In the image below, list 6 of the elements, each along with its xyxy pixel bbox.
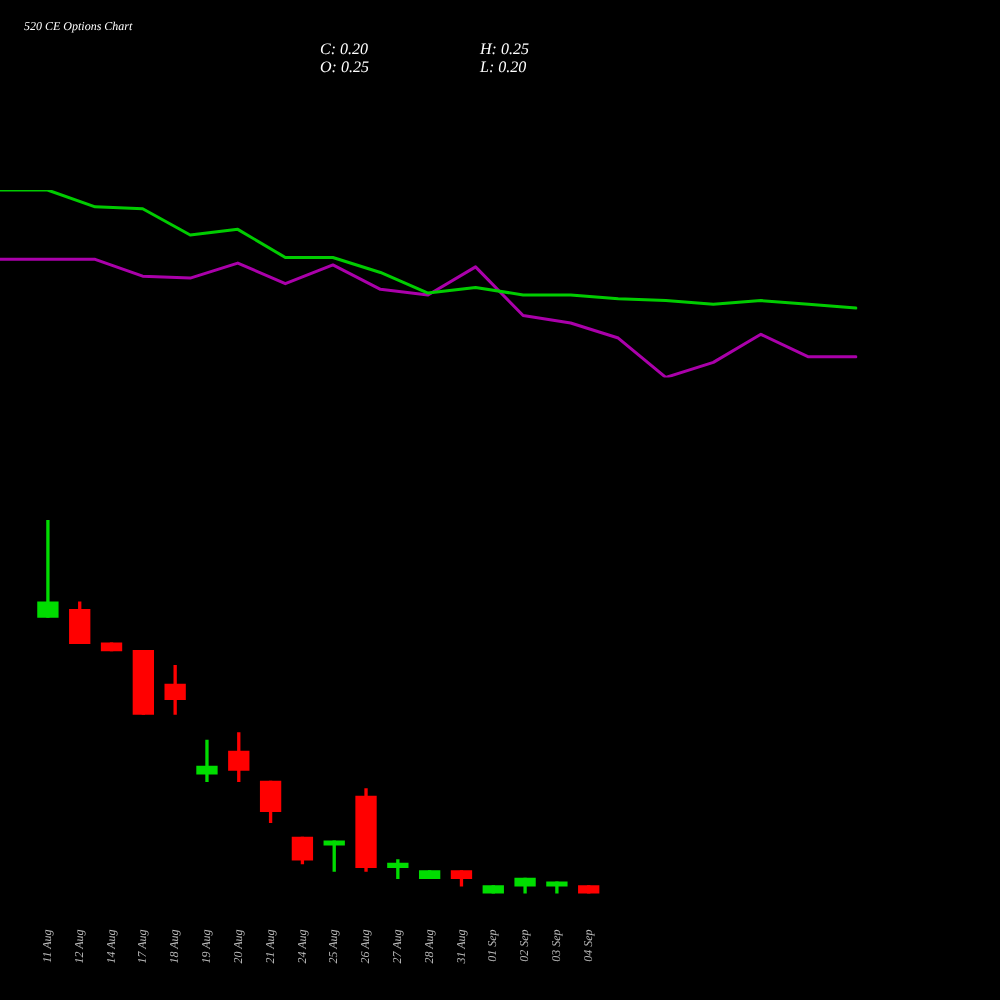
text: C: 0.20 — [320, 40, 368, 58]
text: H: 0.25 — [480, 40, 529, 58]
text: L: 0.20 — [480, 57, 527, 75]
candlestick — [196, 739, 218, 783]
text: O: 0.25 — [320, 57, 369, 75]
candlestick — [37, 520, 59, 618]
